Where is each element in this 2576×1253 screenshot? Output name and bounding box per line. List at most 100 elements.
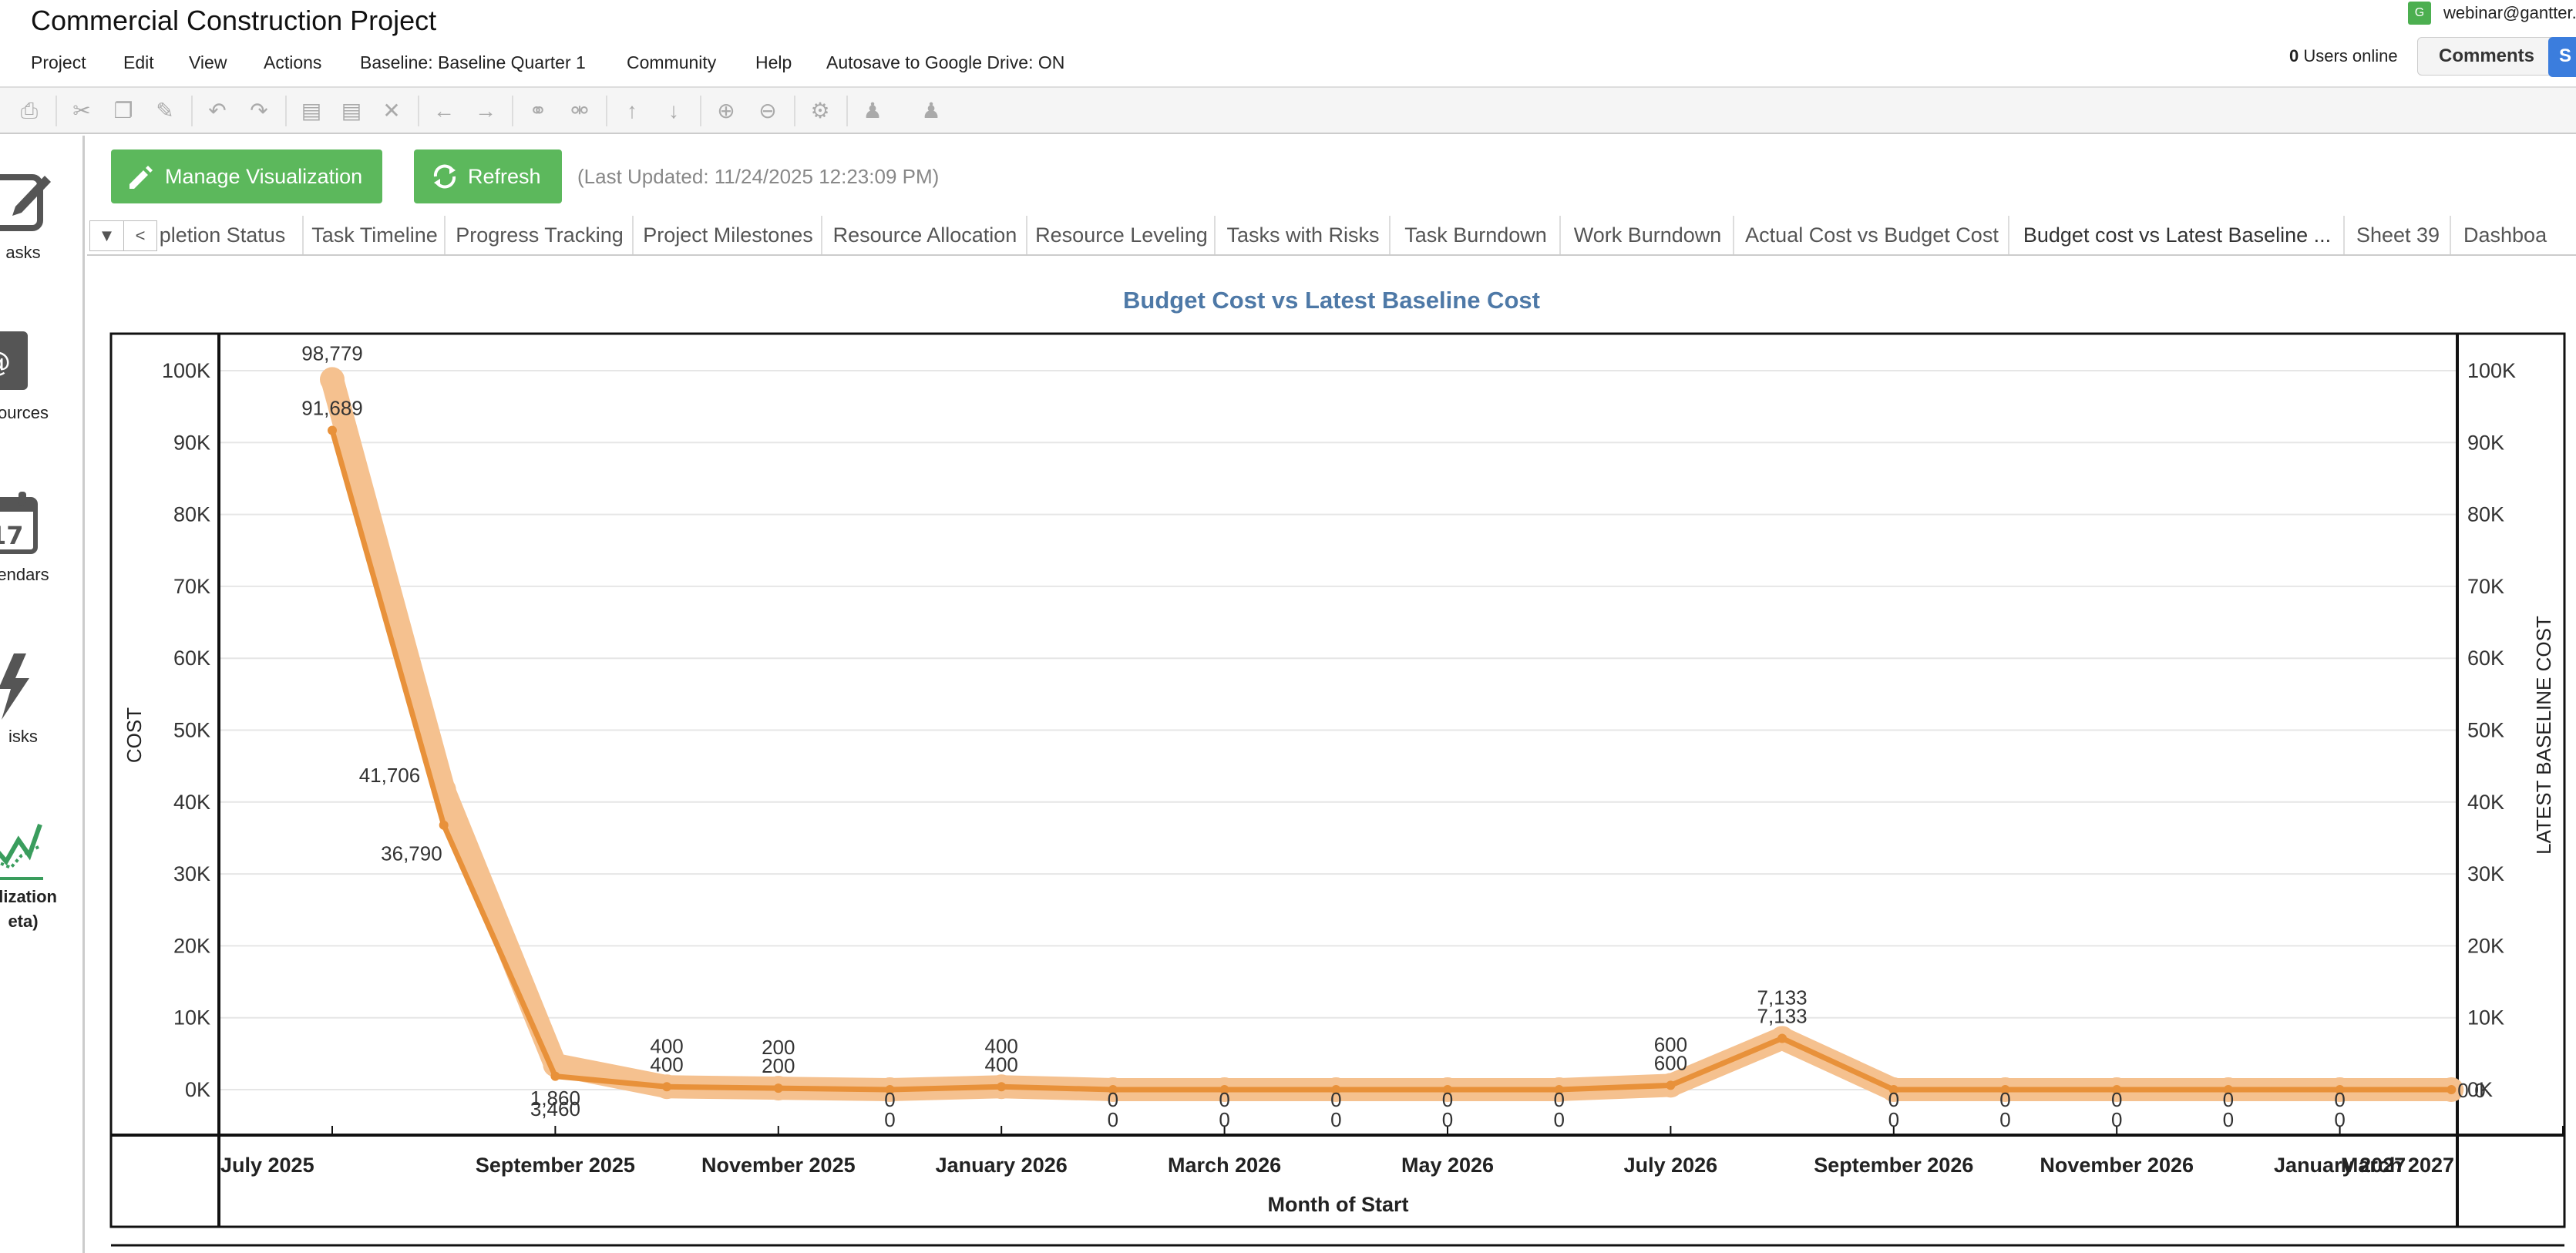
data-label: 400	[985, 1053, 1018, 1076]
data-label: 0	[1442, 1108, 1453, 1131]
sidebar-item-calendars[interactable]: 17 endars	[0, 490, 85, 613]
tab-menu-button[interactable]: ▼	[89, 220, 123, 251]
data-label: 0	[1442, 1088, 1453, 1111]
menu-actions[interactable]: Actions	[264, 52, 322, 72]
menu-community[interactable]: Community	[627, 52, 717, 72]
assign-resource-icon[interactable]: ♟	[863, 99, 883, 123]
tab-work-burndown[interactable]: Work Burndown	[1562, 216, 1734, 254]
insert-task-icon[interactable]: ▤	[301, 99, 322, 123]
resource-settings-icon[interactable]: ♟	[921, 99, 941, 123]
x-axis-title: Month of Start	[1268, 1193, 1409, 1216]
x-tick-label: March 2026	[1168, 1154, 1281, 1177]
zoom-in-icon[interactable]: ⊕	[717, 99, 735, 123]
users-online: 0 Users online	[2289, 46, 2398, 66]
sidebar-item-visualization[interactable]: alization eta)	[0, 812, 85, 951]
x-tick-label: May 2026	[1401, 1154, 1494, 1177]
menu-view[interactable]: View	[189, 52, 227, 72]
copy-icon[interactable]: ❐	[113, 99, 133, 123]
move-down-icon[interactable]: ↓	[668, 99, 679, 123]
data-point	[320, 367, 345, 392]
format-painter-icon[interactable]: ✎	[156, 99, 174, 123]
link-icon[interactable]: ⚭	[529, 99, 547, 123]
move-up-icon[interactable]: ↑	[627, 99, 637, 123]
data-label: 0	[1330, 1088, 1341, 1111]
data-point	[439, 820, 449, 830]
data-point	[2223, 1085, 2233, 1094]
share-button[interactable]: S	[2548, 37, 2576, 77]
tab-project-milestones[interactable]: Project Milestones	[635, 216, 822, 254]
tab-dashboard[interactable]: Dashboa	[2453, 216, 2576, 254]
data-point	[1108, 1085, 1118, 1094]
y-tick-label-right: 0K	[2467, 1078, 2493, 1101]
print-icon[interactable]: ⎙	[20, 99, 39, 123]
data-label: 0	[2334, 1108, 2345, 1131]
sidebar-item-resources[interactable]: @ ources	[0, 328, 85, 452]
y-tick-label-left: 100K	[162, 359, 210, 382]
sidebar-item-risks[interactable]: isks	[0, 652, 85, 775]
redo-icon[interactable]: ↷	[250, 99, 268, 123]
svg-text:@: @	[0, 347, 11, 378]
y-tick-label-left: 0K	[185, 1078, 210, 1101]
x-tick-label: November 2025	[701, 1154, 856, 1177]
delete-icon[interactable]: ✕	[382, 99, 401, 123]
tab-completion-status[interactable]: pletion Status	[143, 216, 304, 254]
data-label: 0	[2457, 1079, 2468, 1102]
y-tick-label-right: 90K	[2467, 431, 2504, 454]
user-avatar[interactable]: G	[2408, 2, 2431, 25]
insert-row-icon[interactable]: ▤	[341, 99, 362, 123]
chart-title: Budget Cost vs Latest Baseline Cost	[1123, 287, 1540, 314]
data-point	[2112, 1085, 2122, 1094]
tab-scroll-left-button[interactable]: <	[123, 220, 157, 251]
tab-progress-tracking[interactable]: Progress Tracking	[447, 216, 634, 254]
data-point	[1777, 1033, 1787, 1043]
cut-icon[interactable]: ✂	[72, 99, 91, 123]
comments-button[interactable]: Comments	[2417, 37, 2556, 76]
tab-budget-cost-vs-latest-baseline[interactable]: Budget cost vs Latest Baseline ...	[2011, 216, 2345, 254]
data-label: 400	[650, 1053, 683, 1076]
menu-project[interactable]: Project	[31, 52, 86, 72]
menu-edit[interactable]: Edit	[123, 52, 154, 72]
tab-actual-cost-vs-budget-cost[interactable]: Actual Cost vs Budget Cost	[1736, 216, 2009, 254]
refresh-icon	[433, 164, 456, 189]
data-label: 0	[1330, 1108, 1341, 1131]
data-label: 7,133	[1757, 1004, 1808, 1027]
data-label: 0	[1219, 1088, 1229, 1111]
tab-sheet-39[interactable]: Sheet 39	[2346, 216, 2451, 254]
tab-tasks-with-risks[interactable]: Tasks with Risks	[1217, 216, 1391, 254]
outdent-icon[interactable]: ←	[433, 99, 455, 123]
data-label: 0	[1553, 1108, 1564, 1131]
indent-icon[interactable]: →	[475, 99, 496, 123]
data-label: 0	[1888, 1108, 1899, 1131]
manage-visualization-button[interactable]: Manage Visualization	[111, 149, 382, 203]
y-tick-label-right: 60K	[2467, 647, 2504, 670]
calendar-icon: 17	[0, 492, 38, 554]
y-tick-label-left: 20K	[173, 934, 210, 957]
data-label: 0	[1219, 1108, 1229, 1131]
data-point	[662, 1082, 672, 1092]
y-tick-label-right: 30K	[2467, 862, 2504, 885]
refresh-button[interactable]: Refresh	[414, 149, 562, 203]
y-tick-label-right: 50K	[2467, 719, 2504, 742]
data-point	[1888, 1085, 1898, 1094]
menu-help[interactable]: Help	[755, 52, 792, 72]
tab-task-burndown[interactable]: Task Burndown	[1392, 216, 1561, 254]
sidebar-item-tasks[interactable]: asks	[0, 166, 85, 290]
y-tick-label-left: 70K	[173, 575, 210, 598]
tab-task-timeline[interactable]: Task Timeline	[305, 216, 446, 254]
user-email[interactable]: webinar@gantter.	[2443, 3, 2576, 22]
zoom-out-icon[interactable]: ⊖	[758, 99, 777, 123]
data-label: 0	[2223, 1108, 2234, 1131]
tab-resource-allocation[interactable]: Resource Allocation	[824, 216, 1027, 254]
tab-resource-leveling[interactable]: Resource Leveling	[1029, 216, 1216, 254]
menu-baseline[interactable]: Baseline: Baseline Quarter 1	[360, 52, 586, 72]
unlink-icon[interactable]: ⚮	[570, 99, 589, 123]
data-label: 0	[2474, 1079, 2485, 1102]
settings-icon[interactable]: ⚙	[810, 99, 830, 123]
sheet-tab-bar: ▼ < pletion Status Task Timeline Progres…	[87, 216, 2576, 256]
data-label: 0	[2111, 1088, 2122, 1111]
autosave-status[interactable]: Autosave to Google Drive: ON	[826, 52, 1065, 72]
undo-icon[interactable]: ↶	[208, 99, 227, 123]
y-axis-title-right: LATEST BASELINE COST	[2532, 616, 2555, 855]
pencil-icon	[129, 166, 153, 189]
y-tick-label-right: 40K	[2467, 791, 2504, 814]
